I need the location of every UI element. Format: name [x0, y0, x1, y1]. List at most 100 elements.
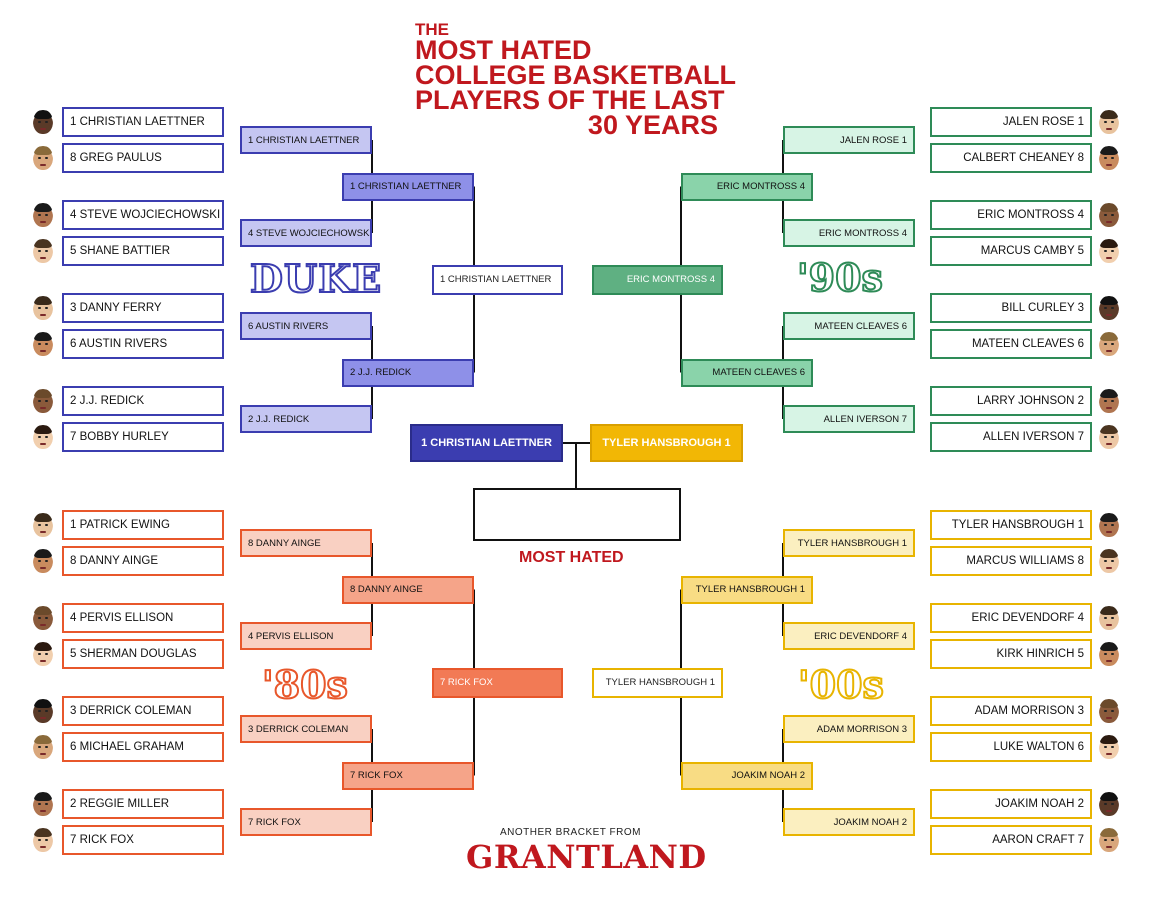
round2-slot: MATEEN CLEAVES 6: [783, 312, 915, 340]
face-eye: [38, 121, 41, 123]
face-hair: [1100, 699, 1118, 708]
face-hair: [1100, 513, 1118, 522]
round1-slot: ALLEN IVERSON 7: [930, 422, 1092, 452]
round1-slot: 2 J.J. REDICK: [62, 386, 224, 416]
round1-slot: 2 REGGIE MILLER: [62, 789, 224, 819]
round2-slot: 4 PERVIS ELLISON: [240, 622, 372, 650]
face-hair: [34, 699, 52, 708]
footer-brand: GRANTLAND: [466, 838, 707, 876]
face-eye: [1111, 746, 1114, 748]
face-eye: [1111, 839, 1114, 841]
face-eye: [38, 400, 41, 402]
round1-slot: AARON CRAFT 7: [930, 825, 1092, 855]
face-mouth: [40, 531, 46, 533]
round1-slot: 1 CHRISTIAN LAETTNER: [62, 107, 224, 137]
face-mouth: [1106, 128, 1112, 130]
player-face-icon: [33, 332, 53, 356]
face-eye: [1104, 214, 1107, 216]
face-mouth: [1106, 257, 1112, 259]
face-mouth: [1106, 407, 1112, 409]
player-face-icon: [1099, 699, 1119, 723]
round1-slot: TYLER HANSBROUGH 1: [930, 510, 1092, 540]
round3-slot: MATEEN CLEAVES 6: [681, 358, 813, 387]
round1-slot: BILL CURLEY 3: [930, 293, 1092, 323]
face-eye: [45, 307, 48, 309]
round2-slot: 2 J.J. REDICK: [240, 405, 372, 433]
face-eye: [45, 803, 48, 805]
face-eye: [45, 839, 48, 841]
face-hair: [34, 425, 52, 434]
face-hair: [1100, 792, 1118, 801]
round1-slot: 3 DERRICK COLEMAN: [62, 696, 224, 726]
face-hair: [34, 332, 52, 341]
final-left-box: 1 CHRISTIAN LAETTNER: [410, 424, 563, 462]
face-hair: [34, 513, 52, 522]
round2-slot: 3 DERRICK COLEMAN: [240, 715, 372, 743]
face-mouth: [40, 660, 46, 662]
face-eye: [1104, 157, 1107, 159]
player-face-icon: [33, 735, 53, 759]
round1-slot: 4 STEVE WOJCIECHOWSKI: [62, 200, 224, 230]
face-eye: [1111, 710, 1114, 712]
face-eye: [38, 307, 41, 309]
player-face-icon: [33, 110, 53, 134]
face-eye: [1111, 560, 1114, 562]
face-eye: [45, 746, 48, 748]
face-hair: [1100, 332, 1118, 341]
face-eye: [1104, 250, 1107, 252]
player-face-icon: [1099, 203, 1119, 227]
round1-slot: 4 PERVIS ELLISON: [62, 603, 224, 633]
face-hair: [34, 606, 52, 615]
face-eye: [1104, 524, 1107, 526]
title-line-2: COLLEGE BASKETBALL: [415, 60, 736, 90]
face-eye: [38, 524, 41, 526]
face-mouth: [1106, 810, 1112, 812]
face-hair: [1100, 110, 1118, 119]
face-hair: [1100, 296, 1118, 305]
face-eye: [38, 617, 41, 619]
face-hair: [1100, 146, 1118, 155]
round2-slot: 6 AUSTIN RIVERS: [240, 312, 372, 340]
round1-slot: MATEEN CLEAVES 6: [930, 329, 1092, 359]
face-hair: [1100, 828, 1118, 837]
face-mouth: [40, 717, 46, 719]
player-face-icon: [1099, 332, 1119, 356]
player-face-icon: [33, 239, 53, 263]
face-eye: [1111, 524, 1114, 526]
region-label-duke: DUKE: [249, 255, 383, 302]
round3-slot: JOAKIM NOAH 2: [681, 761, 813, 790]
face-mouth: [40, 810, 46, 812]
round1-slot: 7 RICK FOX: [62, 825, 224, 855]
face-eye: [45, 710, 48, 712]
round3-slot: 1 CHRISTIAN LAETTNER: [342, 172, 474, 201]
player-face-icon: [1099, 296, 1119, 320]
face-mouth: [40, 257, 46, 259]
region-winner-slot: TYLER HANSBROUGH 1: [592, 667, 723, 698]
player-face-icon: [1099, 146, 1119, 170]
face-hair: [34, 642, 52, 651]
face-hair: [34, 203, 52, 212]
player-face-icon: [1099, 110, 1119, 134]
round3-slot: TYLER HANSBROUGH 1: [681, 575, 813, 604]
face-eye: [1111, 617, 1114, 619]
footer-small: ANOTHER BRACKET FROM: [500, 827, 641, 838]
face-eye: [38, 803, 41, 805]
face-mouth: [1106, 314, 1112, 316]
round1-slot: 6 MICHAEL GRAHAM: [62, 732, 224, 762]
face-eye: [45, 436, 48, 438]
face-eye: [1104, 121, 1107, 123]
player-face-icon: [1099, 425, 1119, 449]
round3-slot: 2 J.J. REDICK: [342, 358, 474, 387]
round2-slot: ERIC MONTROSS 4: [783, 219, 915, 247]
face-eye: [45, 524, 48, 526]
title-line-1: MOST HATED: [415, 35, 592, 65]
face-hair: [34, 239, 52, 248]
face-eye: [38, 157, 41, 159]
face-eye: [38, 746, 41, 748]
face-eye: [1104, 653, 1107, 655]
player-face-icon: [33, 296, 53, 320]
round2-slot: JOAKIM NOAH 2: [783, 808, 915, 836]
face-eye: [1111, 436, 1114, 438]
player-face-icon: [33, 699, 53, 723]
